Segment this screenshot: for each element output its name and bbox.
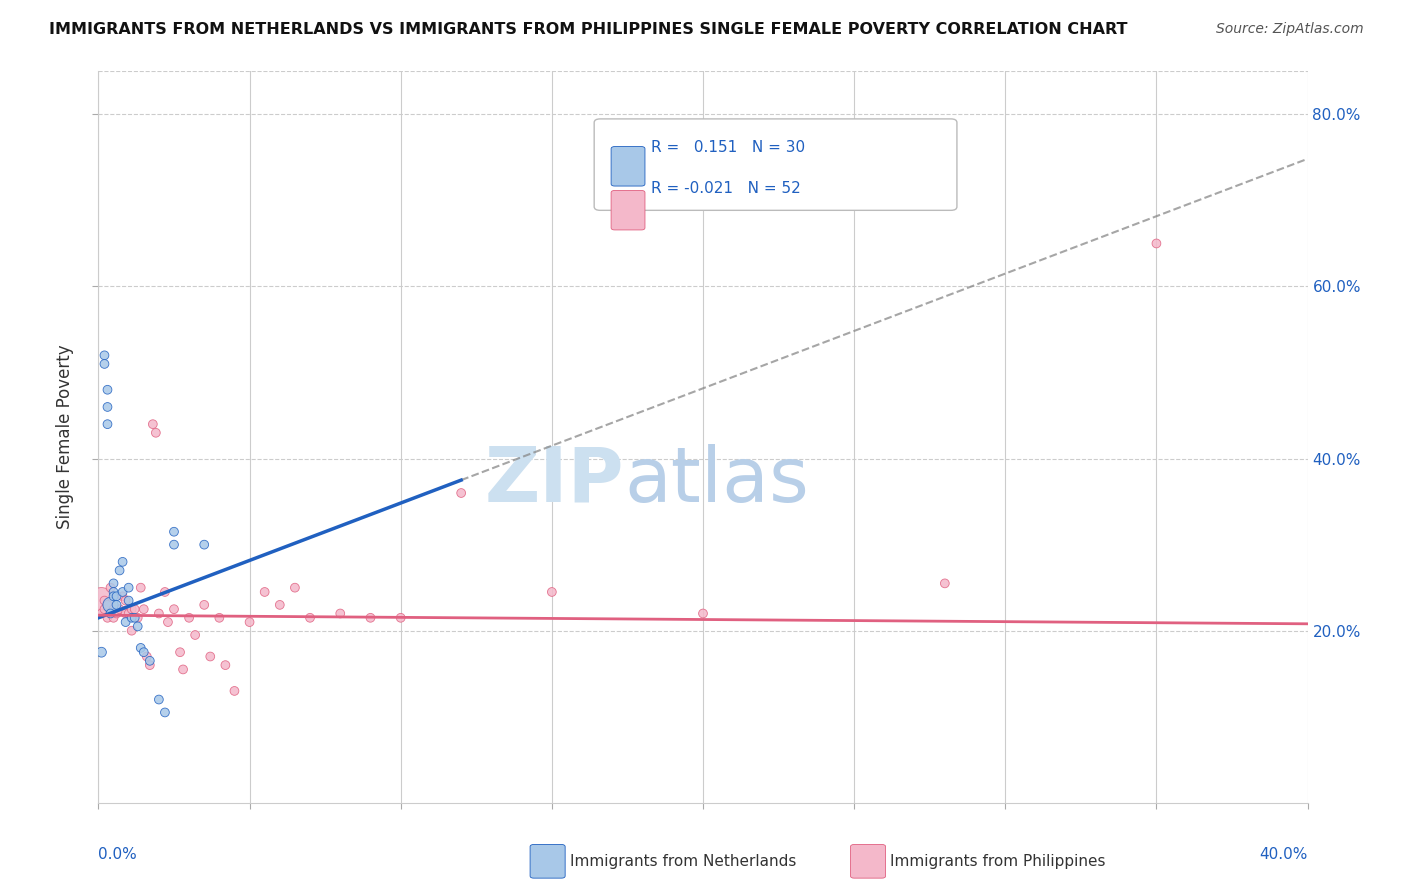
- Point: [105, 598, 128, 612]
- Point: [114, 615, 136, 629]
- Point: [124, 611, 146, 625]
- Point: [360, 611, 382, 625]
- Point: [239, 615, 262, 629]
- Point: [100, 607, 122, 621]
- Point: [90, 593, 112, 607]
- Text: Immigrants from Philippines: Immigrants from Philippines: [890, 854, 1107, 869]
- Point: [118, 581, 141, 595]
- Text: ZIP: ZIP: [485, 444, 624, 518]
- Point: [329, 607, 352, 621]
- Point: [153, 706, 176, 720]
- Point: [100, 607, 122, 621]
- Point: [118, 607, 141, 621]
- Point: [129, 581, 152, 595]
- Point: [208, 611, 231, 625]
- Point: [148, 692, 170, 706]
- Point: [96, 383, 118, 397]
- Point: [124, 602, 146, 616]
- Point: [111, 585, 134, 599]
- Point: [105, 589, 128, 603]
- Point: [934, 576, 956, 591]
- Point: [103, 602, 125, 616]
- FancyBboxPatch shape: [612, 190, 645, 230]
- Point: [96, 611, 118, 625]
- Point: [224, 684, 246, 698]
- Point: [127, 611, 149, 625]
- Point: [121, 624, 143, 638]
- Point: [153, 585, 176, 599]
- FancyBboxPatch shape: [595, 119, 957, 211]
- Point: [299, 611, 322, 625]
- Point: [103, 585, 125, 599]
- Point: [129, 640, 152, 655]
- Text: R =   0.151   N = 30: R = 0.151 N = 30: [651, 140, 806, 155]
- Point: [108, 602, 131, 616]
- Point: [163, 538, 186, 552]
- Point: [172, 662, 194, 676]
- FancyBboxPatch shape: [530, 845, 565, 878]
- Point: [193, 538, 215, 552]
- Point: [93, 357, 115, 371]
- Point: [692, 607, 714, 621]
- Point: [93, 602, 115, 616]
- Point: [139, 658, 162, 673]
- Point: [118, 593, 141, 607]
- Point: [269, 598, 291, 612]
- Point: [96, 598, 118, 612]
- Point: [253, 585, 276, 599]
- Text: 40.0%: 40.0%: [1260, 847, 1308, 862]
- Point: [145, 425, 167, 440]
- Point: [121, 611, 143, 625]
- Point: [132, 602, 155, 616]
- Point: [540, 585, 562, 599]
- Point: [139, 654, 162, 668]
- Point: [148, 607, 170, 621]
- Text: IMMIGRANTS FROM NETHERLANDS VS IMMIGRANTS FROM PHILIPPINES SINGLE FEMALE POVERTY: IMMIGRANTS FROM NETHERLANDS VS IMMIGRANT…: [49, 22, 1128, 37]
- Text: R = -0.021   N = 52: R = -0.021 N = 52: [651, 181, 801, 195]
- Point: [111, 589, 134, 603]
- Point: [108, 564, 131, 578]
- Point: [121, 602, 143, 616]
- Point: [169, 645, 191, 659]
- Point: [284, 581, 307, 595]
- Point: [103, 589, 125, 603]
- FancyBboxPatch shape: [851, 845, 886, 878]
- Point: [127, 619, 149, 633]
- Point: [450, 486, 472, 500]
- Point: [103, 611, 125, 625]
- Point: [179, 611, 201, 625]
- Point: [90, 645, 112, 659]
- FancyBboxPatch shape: [612, 146, 645, 186]
- Point: [214, 658, 236, 673]
- Point: [156, 615, 179, 629]
- Point: [389, 611, 412, 625]
- Point: [100, 598, 122, 612]
- Y-axis label: Single Female Poverty: Single Female Poverty: [56, 345, 75, 529]
- Text: Source: ZipAtlas.com: Source: ZipAtlas.com: [1216, 22, 1364, 37]
- Point: [93, 593, 115, 607]
- Point: [114, 607, 136, 621]
- Point: [142, 417, 165, 432]
- Point: [193, 598, 215, 612]
- Point: [111, 555, 134, 569]
- Point: [105, 607, 128, 621]
- Point: [200, 649, 222, 664]
- Point: [184, 628, 207, 642]
- Text: 0.0%: 0.0%: [98, 847, 138, 862]
- Point: [163, 602, 186, 616]
- Point: [90, 607, 112, 621]
- Point: [103, 576, 125, 591]
- Point: [1144, 236, 1167, 251]
- Point: [96, 400, 118, 414]
- Text: Immigrants from Netherlands: Immigrants from Netherlands: [569, 854, 796, 869]
- Point: [96, 417, 118, 432]
- Text: atlas: atlas: [624, 444, 810, 518]
- Point: [93, 348, 115, 362]
- Point: [163, 524, 186, 539]
- Point: [100, 581, 122, 595]
- Point: [135, 649, 157, 664]
- Point: [132, 645, 155, 659]
- Point: [114, 593, 136, 607]
